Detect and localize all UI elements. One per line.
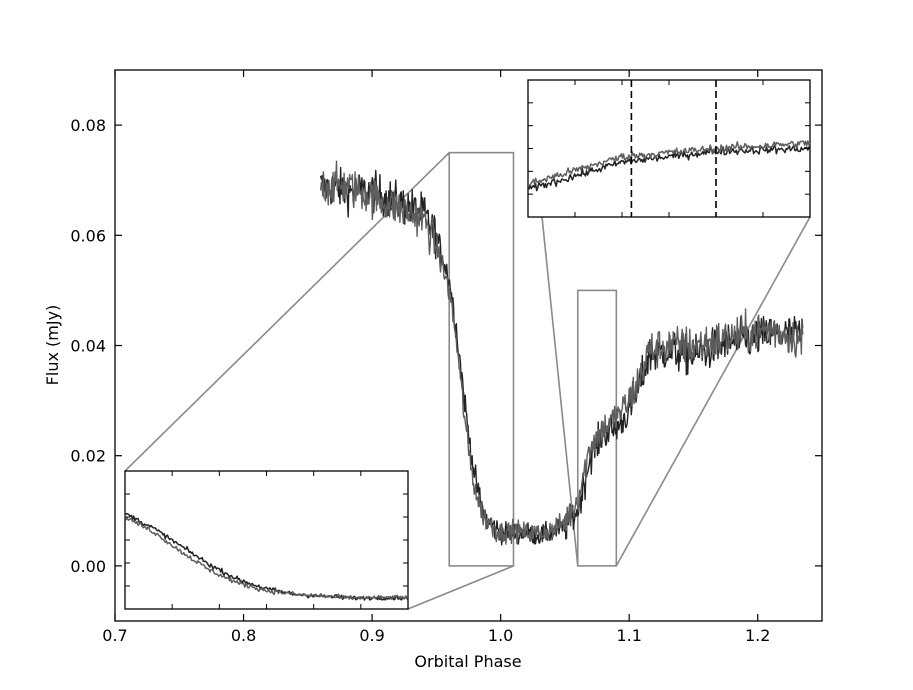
inset-upper-dashed-lines [630,80,717,217]
y-tick-label: 0.04 [70,337,106,356]
x-tick-label: 0.7 [102,626,127,645]
series-line-2 [319,160,804,545]
y-tick-label: 0.08 [70,116,106,135]
y-axis-label: Flux (mJy) [43,305,62,386]
zoom-box-1 [448,151,515,567]
inset-upper-right [527,79,811,218]
inset-upper-series [527,140,811,192]
inset-upper-frame [527,79,811,218]
x-axis-label: Orbital Phase [414,652,521,671]
zoom-connector-4 [615,216,811,567]
inset-lower-series [124,512,409,601]
inset-lower-left [124,470,409,610]
main-series-group [319,160,804,546]
inset-series-line-1 [124,512,409,601]
x-tick-label: 1.2 [745,626,770,645]
inset-series-line-2 [124,514,409,601]
inset-lower-ticks [125,471,408,609]
y-tick-label: 0.02 [70,447,106,466]
x-tick-label: 1.1 [616,626,641,645]
x-ticks: 0.7 0.8 0.9 1.0 1.1 1.2 [102,70,770,645]
x-tick-label: 1.0 [488,626,513,645]
x-tick-label: 0.8 [231,626,256,645]
inset-series-line-2 [527,140,811,187]
y-tick-label: 0.06 [70,226,106,245]
y-ticks: 0.00 0.02 0.04 0.06 0.08 [70,116,822,576]
inset-series-line-1 [527,144,811,192]
zoom-connector-2 [407,565,514,610]
y-tick-label: 0.00 [70,557,106,576]
x-tick-label: 0.9 [359,626,384,645]
